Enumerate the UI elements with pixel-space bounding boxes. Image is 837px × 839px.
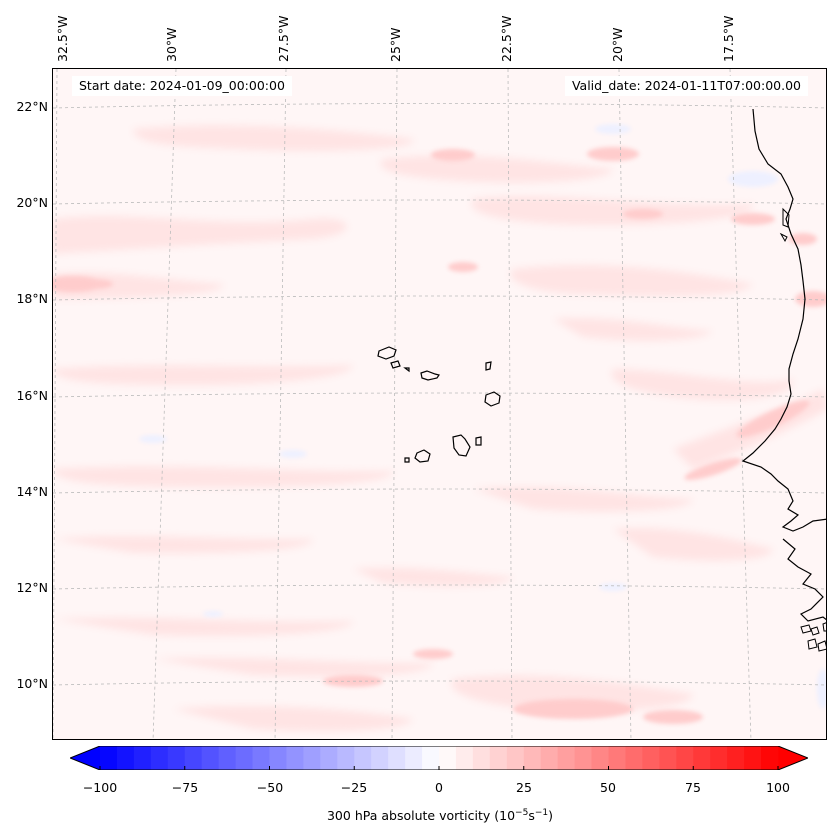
colorbar-step [472, 746, 491, 770]
cb-tick-label: 100 [766, 780, 790, 795]
africa-coastline-lower [782, 538, 826, 622]
lat-label-20n: 20°N [16, 195, 48, 210]
island-santa-luzia [403, 367, 410, 373]
lon-label-17-5w: 17.5°W [721, 15, 736, 62]
colorbar-step [761, 746, 779, 770]
colorbar-step [150, 746, 169, 770]
colorbar-step [252, 746, 270, 770]
lat-label-14n: 14°N [16, 484, 48, 499]
island-boa-vista [484, 391, 501, 407]
africa-coastline [741, 108, 826, 532]
cb-tick-label: 25 [516, 780, 532, 795]
colorbar-step [133, 746, 152, 770]
canary-coast-islands [779, 207, 790, 243]
colorbar-step [693, 746, 711, 770]
lon-label-27-5w: 27.5°W [276, 15, 291, 62]
bissau-islands [807, 638, 826, 652]
vorticity-map [53, 69, 826, 739]
colorbar-step [557, 746, 575, 770]
colorbar-step [371, 746, 389, 770]
colorbar-step [642, 746, 660, 770]
colorbar [70, 746, 808, 770]
colorbar-step [303, 746, 321, 770]
cape-verde-islands [377, 346, 501, 463]
island-santo-antao [377, 346, 397, 360]
colorbar-step [591, 746, 609, 770]
colorbar-step [506, 746, 525, 770]
colorbar-title: 300 hPa absolute vorticity (10−5s−1) [0, 808, 837, 823]
colorbar-step [540, 746, 558, 770]
island-fogo [414, 449, 431, 463]
cb-title-end: ) [548, 808, 553, 824]
island-brava [404, 457, 410, 463]
start-date-label: Start date: 2024-01-09_00:00:00 [72, 76, 292, 96]
island-sal [485, 361, 492, 371]
cb-title-main: 300 hPa absolute vorticity (10 [326, 808, 516, 824]
colorbar-step [455, 746, 474, 770]
island-santiago [452, 434, 471, 457]
colorbar-step [405, 746, 423, 770]
cb-title-sup2: −1 [534, 808, 549, 818]
lat-label-16n: 16°N [16, 388, 48, 403]
colorbar-extend-right [778, 746, 808, 770]
colorbar-step [337, 746, 355, 770]
lat-label-18n: 18°N [16, 291, 48, 306]
colorbar-step [744, 746, 762, 770]
cb-tick-label: −50 [256, 780, 284, 795]
colorbar-step [269, 746, 287, 770]
island-maio [475, 436, 482, 446]
colorbar-step [523, 746, 541, 770]
lon-label-30w: 30°W [164, 27, 179, 62]
colorbar-step [439, 746, 457, 770]
colorbar-step [574, 746, 592, 770]
colorbar-step [354, 746, 372, 770]
colorbar-step [727, 746, 745, 770]
bijagos-islands [800, 622, 826, 636]
colorbar-step [116, 746, 135, 770]
colorbar-step [100, 746, 118, 770]
colorbar-step [218, 746, 236, 770]
colorbar-step [489, 746, 508, 770]
colorbar-step [659, 746, 677, 770]
island-sao-nicolau [420, 370, 440, 381]
colorbar-step [167, 746, 186, 770]
cb-tick-label: 50 [600, 780, 616, 795]
colorbar-step [422, 746, 440, 770]
colorbar-step [388, 746, 406, 770]
colorbar-step [320, 746, 338, 770]
colorbar-steps [100, 746, 779, 770]
colorbar-step [201, 746, 219, 770]
colorbar-step [625, 746, 643, 770]
colorbar-step [184, 746, 202, 770]
colorbar-step [235, 746, 253, 770]
cb-tick-label: −75 [171, 780, 199, 795]
vorticity-negative-weak [139, 124, 826, 709]
island-sao-vicente [390, 360, 401, 369]
valid-date-label: Valid_date: 2024-01-11T07:00:00.00 [564, 76, 808, 96]
colorbar-extend-left [70, 746, 100, 770]
cb-tick-label: −100 [82, 780, 118, 795]
cb-title-sup1: −5 [515, 808, 529, 818]
lat-label-12n: 12°N [16, 580, 48, 595]
vorticity-positive-moderate [53, 147, 826, 724]
cb-tick-label: −25 [340, 780, 368, 795]
colorbar-step [710, 746, 728, 770]
cb-tick-label: 75 [685, 780, 701, 795]
colorbar-step [286, 746, 304, 770]
colorbar-step [676, 746, 694, 770]
gridlines [53, 69, 826, 739]
colorbar-step [608, 746, 626, 770]
lat-label-10n: 10°N [16, 676, 48, 691]
lon-label-20w: 20°W [610, 27, 625, 62]
lat-label-22n: 22°N [16, 99, 48, 114]
map-panel[interactable] [52, 68, 827, 740]
lon-label-22-5w: 22.5°W [499, 15, 514, 62]
cb-title-mid: s [528, 808, 535, 824]
cb-tick-label: 0 [435, 780, 443, 795]
lon-label-32-5w: 32.5°W [55, 15, 70, 62]
lon-label-25w: 25°W [388, 27, 403, 62]
colorbar-ticks [99, 766, 779, 770]
